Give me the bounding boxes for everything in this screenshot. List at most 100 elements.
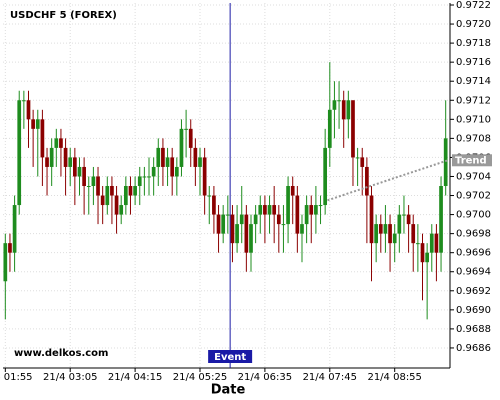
candle-body <box>225 214 230 216</box>
candle-body <box>281 224 286 226</box>
candle-body <box>411 224 416 244</box>
y-tick-label: 0.9710 <box>456 114 491 125</box>
candle-body <box>314 205 318 215</box>
candle-body <box>221 214 226 234</box>
x-tick-label: 21/4 05:25 <box>173 372 227 383</box>
candle-body <box>26 100 31 120</box>
candle-body <box>8 243 12 253</box>
candle-body <box>3 243 8 282</box>
candle-body <box>17 100 22 206</box>
candle-body <box>239 214 244 225</box>
x-tick-label: 21/4 08:55 <box>367 372 421 383</box>
x-tick-label: 21/4 07:45 <box>303 372 357 383</box>
candle-body <box>429 233 434 253</box>
candle-body <box>276 214 281 225</box>
candle-body <box>22 100 26 102</box>
candle-body <box>49 147 54 167</box>
y-tick-label: 0.9704 <box>456 171 491 182</box>
y-tick-label: 0.9708 <box>456 133 491 144</box>
candle-body <box>249 224 253 253</box>
candle-body <box>397 214 402 234</box>
candle-body <box>119 205 124 215</box>
candle-body <box>295 195 300 234</box>
candle-body <box>12 205 17 253</box>
candle-body <box>327 109 332 148</box>
y-tick-label: 0.9694 <box>456 267 491 278</box>
candle-body <box>77 166 82 177</box>
candle-body <box>202 157 207 196</box>
candle-body <box>96 176 100 196</box>
y-tick-label: 0.9718 <box>456 38 491 49</box>
candle-body <box>156 147 161 167</box>
candle-body <box>286 186 290 225</box>
x-axis-label: Date <box>211 383 246 398</box>
candle-body <box>68 157 73 167</box>
candle-body <box>147 176 151 178</box>
candle-body <box>123 186 128 206</box>
candle-body <box>174 166 179 177</box>
candle-body <box>31 119 35 129</box>
candle-body <box>40 119 45 158</box>
candle-body <box>341 100 346 120</box>
candle-body <box>207 195 212 197</box>
candle-body <box>267 205 272 215</box>
y-tick-label: 0.9692 <box>456 286 491 297</box>
x-tick-label: 21/4 01:55 <box>0 372 33 383</box>
candle-body <box>439 186 443 253</box>
candle-body <box>179 128 184 167</box>
candle-body <box>309 205 314 215</box>
candle-body <box>346 100 351 120</box>
candle-body <box>337 100 341 102</box>
candle-body <box>86 186 91 187</box>
y-tick-label: 0.9700 <box>456 210 491 221</box>
candle-body <box>253 214 258 225</box>
candle-body <box>416 243 420 245</box>
event-label: Event <box>214 352 246 363</box>
chart-title: USDCHF 5 (FOREX) <box>10 10 117 21</box>
y-tick-label: 0.9690 <box>456 305 491 316</box>
candle-body <box>244 214 249 253</box>
y-tick-label: 0.9714 <box>456 76 491 87</box>
candle-body <box>374 224 379 244</box>
candle-body <box>216 214 221 234</box>
candle-body <box>230 214 235 244</box>
candle-body <box>59 138 63 148</box>
y-tick-label: 0.9686 <box>456 343 491 354</box>
candle-body <box>128 186 133 196</box>
candle-body <box>392 233 397 244</box>
candle-body <box>425 252 429 263</box>
candle-body <box>290 186 295 196</box>
y-tick-label: 0.9722 <box>456 0 491 11</box>
candle-body <box>388 224 392 244</box>
candle-body <box>383 224 388 234</box>
candle-body <box>420 243 425 263</box>
candle-body <box>63 147 68 167</box>
candle-body <box>82 166 86 186</box>
candle-body <box>35 119 40 129</box>
y-tick-label: 0.9696 <box>456 248 491 259</box>
candle-body <box>365 166 369 196</box>
candle-body <box>142 176 147 178</box>
candle-body <box>45 157 49 167</box>
candle-body <box>100 195 105 206</box>
candle-body <box>258 205 263 215</box>
candle-body <box>304 205 309 225</box>
event-label-box <box>208 350 253 363</box>
y-tick-label: 0.9698 <box>456 229 491 240</box>
candle-body <box>54 138 59 148</box>
candle-body <box>443 138 448 186</box>
candle-body <box>318 205 323 207</box>
y-tick-label: 0.9712 <box>456 95 491 106</box>
candle-body <box>323 147 328 206</box>
candle-body <box>188 128 193 148</box>
trend-label: Trend <box>455 155 487 166</box>
candle-body <box>402 214 406 216</box>
x-tick-label: 21/4 04:15 <box>108 372 162 383</box>
candle-body <box>170 157 175 177</box>
x-tick-label: 21/4 06:35 <box>238 372 292 383</box>
candle-body <box>300 224 304 234</box>
candle-body <box>351 100 355 158</box>
candle-body <box>110 186 114 196</box>
